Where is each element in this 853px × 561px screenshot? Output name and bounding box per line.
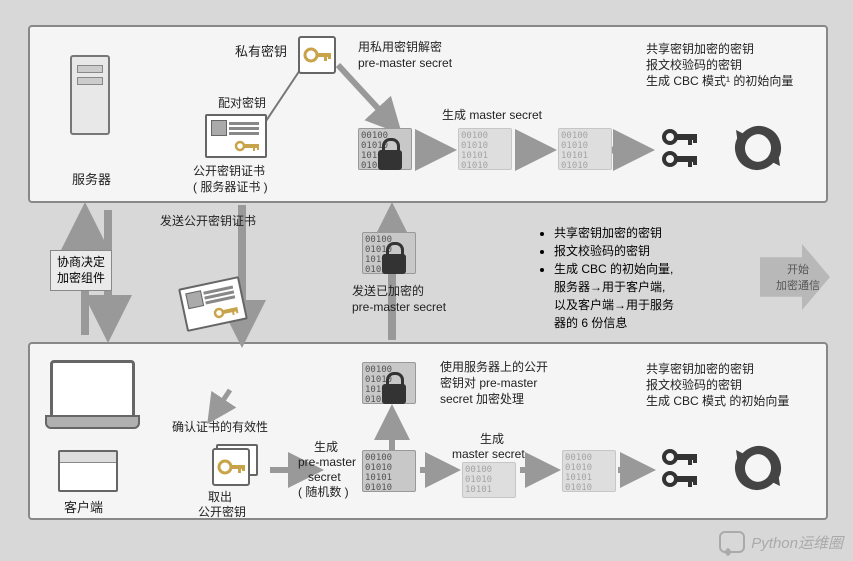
browser-icon: [58, 450, 118, 492]
start-arrow-2: 加密通信: [776, 280, 820, 292]
server-icon: [70, 55, 110, 135]
watermark: Python运维圈: [719, 531, 843, 553]
gen-premaster-1: 生成: [314, 440, 338, 456]
client-result-1: 共享密钥加密的密钥: [646, 362, 754, 378]
server-lock-icon: [378, 150, 402, 170]
client-refresh-icon: [730, 442, 786, 499]
wechat-icon: [719, 531, 745, 553]
send-cert-label: 发送公开密钥证书: [160, 214, 256, 230]
server-result-3: 生成 CBC 模式¹ 的初始向量: [646, 74, 793, 90]
client-gen-master-2: master secret: [452, 447, 525, 463]
client-premaster-block: 00100010101010101010: [362, 450, 416, 492]
server-cert-label-2: ( 服务器证书 ): [193, 180, 268, 196]
bullet-3: 服务器→用于客户端,: [554, 278, 674, 296]
middle-bullet-list: 共享密钥加密的密钥 报文校验码的密钥 生成 CBC 的初始向量, 服务器→用于客…: [540, 224, 674, 332]
middle-lock-icon: [382, 254, 406, 274]
send-encrypted-1: 发送已加密的: [352, 284, 424, 300]
client-result-2: 报文校验码的密钥: [646, 378, 742, 394]
gen-premaster-2: pre-master: [298, 455, 356, 471]
server-cert-label-1: 公开密钥证书: [193, 164, 265, 180]
laptop-icon: [50, 360, 135, 420]
server-result-2: 报文校验码的密钥: [646, 58, 742, 74]
negotiate-line-1: 协商决定: [57, 255, 105, 271]
watermark-text: Python运维圈: [751, 532, 843, 553]
decrypt-label-2: pre-master secret: [358, 56, 452, 72]
client-title: 客户端: [64, 500, 103, 517]
private-key-icon: [298, 36, 336, 74]
verify-label: 确认证书的有效性: [172, 420, 268, 436]
start-comm-arrow: 开始加密通信: [760, 244, 830, 310]
send-encrypted-2: pre-master secret: [352, 300, 446, 316]
decrypt-label-1: 用私用密钥解密: [358, 40, 442, 56]
server-result-keys-icon: [660, 125, 710, 178]
bullet-1: 报文校验码的密钥: [554, 242, 674, 260]
use-server-key-1: 使用服务器上的公开: [440, 360, 548, 376]
gen-premaster-3: secret: [308, 470, 341, 486]
server-result-1: 共享密钥加密的密钥: [646, 42, 754, 58]
server-master-block-1: 00100010101010101010: [458, 128, 512, 170]
client-master-block-2: 00100010101010101010: [562, 450, 616, 492]
bullet-0: 共享密钥加密的密钥: [554, 224, 674, 242]
server-master-block-2: 00100010101010101010: [558, 128, 612, 170]
server-refresh-icon: [730, 122, 786, 179]
use-server-key-3: secret 加密处理: [440, 392, 524, 408]
start-arrow-1: 开始: [787, 264, 809, 276]
middle-cert-icon: [178, 276, 248, 332]
bullet-5: 器的 6 份信息: [554, 314, 674, 332]
client-key-icon: [212, 448, 250, 486]
extract-2: 公开密钥: [198, 505, 246, 521]
client-lock-icon: [382, 384, 406, 404]
server-title: 服务器: [72, 172, 111, 189]
gen-premaster-4: ( 随机数 ): [298, 485, 349, 501]
server-cert-icon: [205, 114, 267, 158]
negotiate-line-2: 加密组件: [57, 271, 105, 287]
client-master-block-1: 001000101010101: [462, 462, 516, 498]
private-key-label: 私有密钥: [235, 44, 287, 61]
negotiate-box: 协商决定 加密组件: [50, 250, 112, 291]
use-server-key-2: 密钥对 pre-master: [440, 376, 537, 392]
pair-key-label: 配对密钥: [218, 96, 266, 112]
extract-1: 取出: [208, 490, 232, 506]
client-result-keys-icon: [660, 445, 710, 498]
bullet-4: 以及客户端→用于服务: [554, 296, 674, 314]
gen-master-label: 生成 master secret: [442, 108, 542, 124]
client-gen-master-1: 生成: [480, 432, 504, 448]
client-result-3: 生成 CBC 模式 的初始向量: [646, 394, 789, 410]
bullet-2: 生成 CBC 的初始向量,: [554, 260, 674, 278]
